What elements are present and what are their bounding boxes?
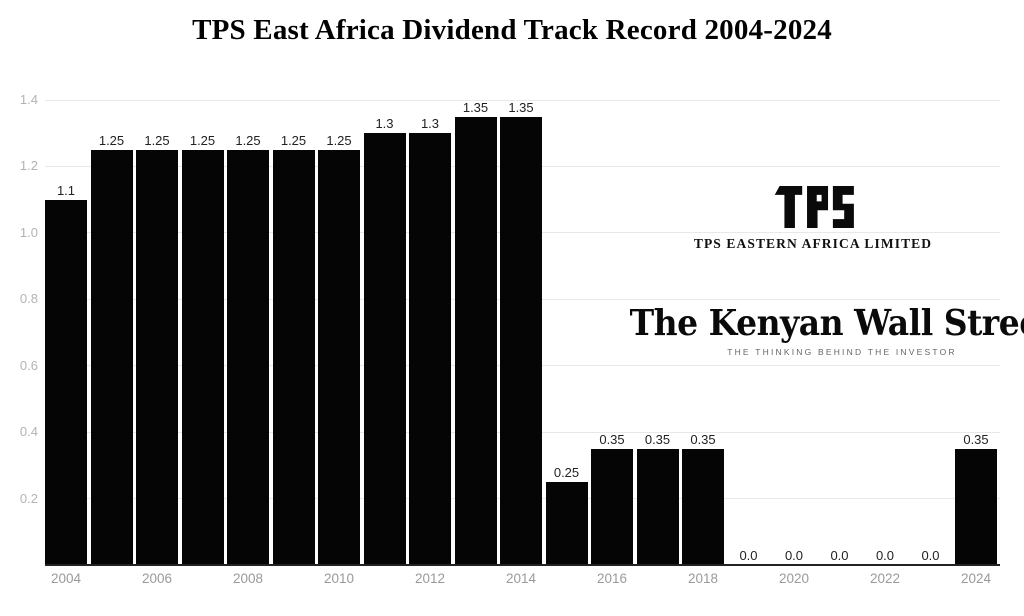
x-axis-tick-label: 2008 (232, 571, 264, 586)
bar-value-label: 1.25 (326, 133, 352, 148)
bar-value-label: 0.25 (553, 465, 580, 480)
bar-value-label: 0.0 (875, 548, 895, 563)
bar-value-label: 0.35 (963, 432, 989, 447)
y-axis-tick-label: 0.6 (19, 357, 38, 373)
kenyan-wall-street-tagline: THE THINKING BEHIND THE INVESTOR (727, 347, 957, 357)
dividend-bar (545, 482, 588, 565)
tps-watermark: TPS EASTERN AFRICA LIMITED (663, 186, 963, 252)
dividend-bar (45, 200, 87, 565)
dividend-bar (409, 133, 451, 565)
x-axis-tick-label: 2014 (505, 571, 537, 586)
chart-title: TPS East Africa Dividend Track Record 20… (192, 14, 832, 46)
dividend-bar (318, 150, 360, 565)
bar-value-label: 1.35 (508, 100, 534, 115)
x-axis-tick-label: 2010 (323, 571, 355, 586)
bar-value-label: 1.1 (56, 183, 76, 198)
x-axis-tick-label: 2012 (414, 571, 446, 586)
x-axis-tick-label: 2018 (687, 571, 719, 586)
dividend-bar (90, 150, 133, 565)
bar-value-label: 1.3 (375, 116, 394, 131)
dividend-bar (136, 150, 178, 565)
y-axis-tick-label: 1.4 (19, 92, 38, 107)
dividend-bar (363, 133, 406, 565)
dividend-bar (500, 117, 542, 565)
dividend-bar (636, 449, 679, 565)
dividend-bar (591, 449, 633, 565)
y-gridline (45, 99, 1000, 101)
dividend-bar (272, 150, 315, 565)
x-axis-tick-label: 2006 (141, 571, 173, 586)
bar-value-label: 1.3 (420, 116, 440, 131)
y-axis-tick-label: 0.8 (19, 291, 38, 307)
x-axis-tick-label: 2004 (50, 571, 82, 586)
y-axis-tick-label: 1.0 (19, 224, 38, 240)
y-axis-tick-label: 1.2 (19, 158, 38, 174)
kenyan-wall-street-watermark: The Kenyan Wall Street THE THINKING BEHI… (630, 301, 1024, 357)
x-axis-tick-label: 2016 (596, 571, 628, 586)
bar-value-label: 0.35 (599, 432, 625, 447)
dividend-bar (955, 449, 997, 565)
bar-value-label: 1.35 (462, 100, 489, 115)
dividend-bar (682, 449, 724, 565)
bar-value-label: 1.25 (144, 133, 170, 148)
dividend-bar (181, 150, 224, 565)
tps-company-name: TPS EASTERN AFRICA LIMITED (693, 236, 933, 251)
bar-value-label: 1.25 (98, 133, 125, 148)
x-axis-tick-label: 2024 (960, 571, 992, 586)
bar-value-label: 0.0 (784, 548, 804, 563)
bar-value-label: 1.25 (280, 133, 307, 148)
bar-value-label: 0.35 (690, 432, 716, 447)
x-axis-tick-label: 2020 (778, 571, 810, 586)
bar-value-label: 1.25 (235, 133, 261, 148)
kenyan-wall-street-logo: The Kenyan Wall Street (629, 301, 1024, 344)
y-axis-tick-label: 0.2 (19, 490, 38, 506)
x-axis-tick-label: 2022 (869, 571, 901, 586)
x-axis-line (45, 564, 1000, 566)
dividend-bar (227, 150, 269, 565)
bar-value-label: 0.35 (644, 432, 671, 447)
tps-logo-icon (774, 186, 854, 228)
bar-value-label: 0.0 (739, 548, 758, 563)
bar-value-label: 0.0 (830, 548, 849, 563)
bar-value-label: 1.25 (189, 133, 216, 148)
dividend-bar (454, 117, 497, 565)
y-axis-tick-label: 0.4 (19, 424, 38, 440)
bar-value-label: 0.0 (921, 548, 940, 563)
